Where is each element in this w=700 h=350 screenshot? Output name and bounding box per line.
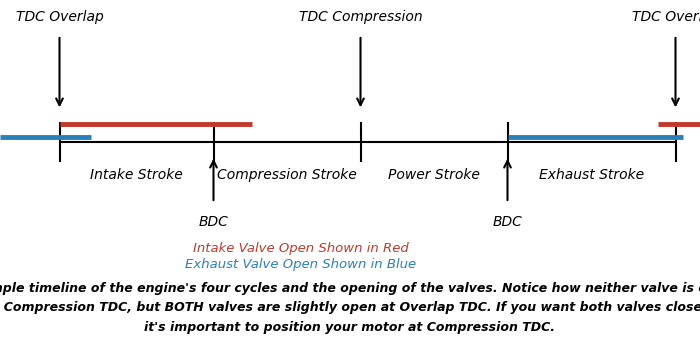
Text: A simple timeline of the engine's four cycles and the opening of the valves. Not: A simple timeline of the engine's four c… (0, 282, 700, 295)
Text: Intake Valve Open Shown in Red: Intake Valve Open Shown in Red (193, 242, 409, 255)
Text: BDC: BDC (493, 215, 522, 229)
Text: TDC Overlap: TDC Overlap (15, 10, 104, 25)
Text: Exhaust Valve Open Shown in Blue: Exhaust Valve Open Shown in Blue (186, 258, 416, 271)
Text: Compression Stroke: Compression Stroke (217, 168, 357, 182)
Text: Exhaust Stroke: Exhaust Stroke (539, 168, 644, 182)
Text: BDC: BDC (199, 215, 228, 229)
Text: it's important to position your motor at Compression TDC.: it's important to position your motor at… (144, 321, 556, 334)
Text: TDC Overlap: TDC Overlap (631, 10, 700, 25)
Text: TDC Compression: TDC Compression (299, 10, 422, 25)
Text: Intake Stroke: Intake Stroke (90, 168, 183, 182)
Text: Power Stroke: Power Stroke (388, 168, 480, 182)
Text: at Compression TDC, but BOTH valves are slightly open at Overlap TDC. If you wan: at Compression TDC, but BOTH valves are … (0, 301, 700, 315)
